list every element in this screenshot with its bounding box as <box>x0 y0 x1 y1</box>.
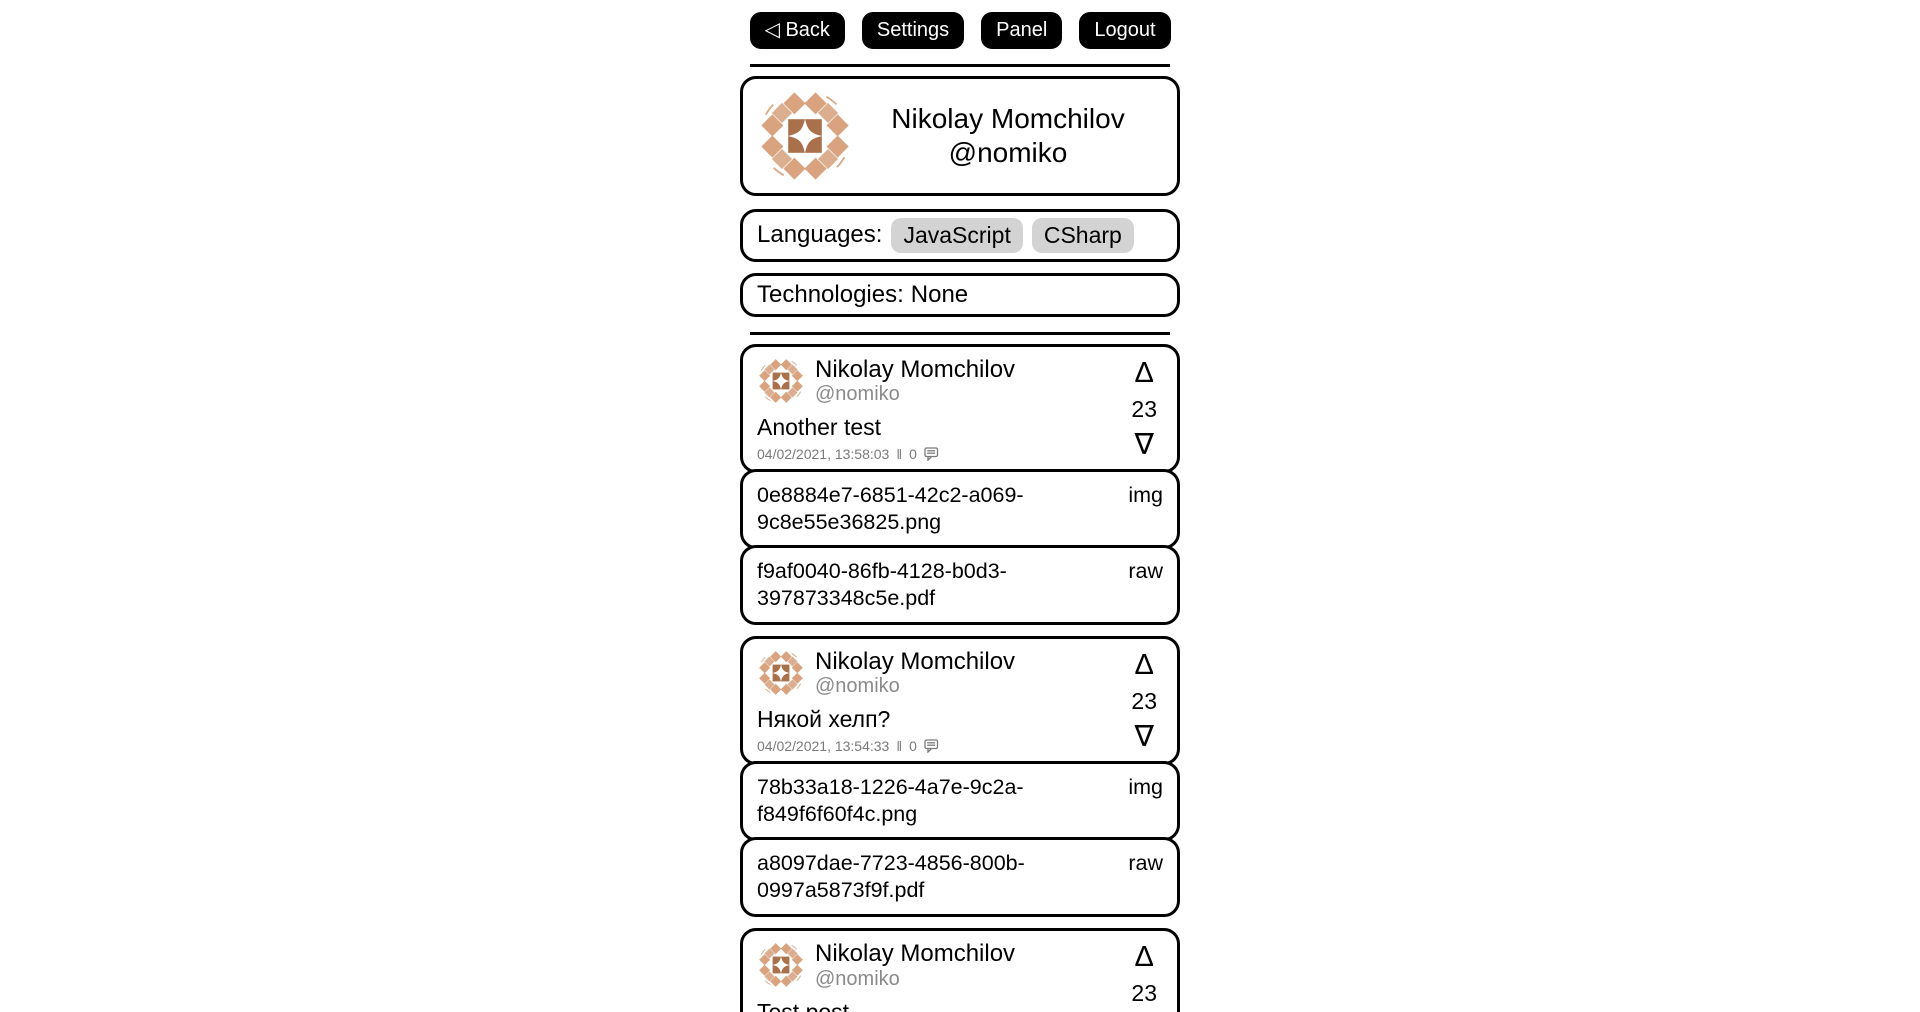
attachment-type-label: img <box>1128 483 1163 508</box>
vote-widget: Δ 23 ∇ <box>1131 940 1157 1012</box>
technologies-label: Technologies: <box>757 280 904 308</box>
attachment-row[interactable]: 78b33a18-1226-4a7e-9c2a-f849f6f60f4c.png… <box>740 761 1180 842</box>
post-title[interactable]: Някой хелп? <box>757 706 891 733</box>
language-badge: CSharp <box>1031 218 1134 253</box>
attachment-filename: f9af0040-86fb-4128-b0d3-397873348c5e.pdf <box>757 559 1007 610</box>
post-meta: 04/02/2021, 13:58:03 ‖ 0 <box>757 446 1163 462</box>
attachment-type-label: img <box>1128 775 1163 800</box>
post-author-name: Nikolay Momchilov <box>815 355 1016 383</box>
post-author-name: Nikolay Momchilov <box>815 939 1016 967</box>
upvote-button[interactable]: Δ <box>1134 356 1154 389</box>
vote-count: 23 <box>1131 395 1157 422</box>
attachment-row[interactable]: a8097dae-7723-4856-800b-0997a5873f9f.pdf… <box>740 837 1180 917</box>
post-author-avatar-icon <box>757 357 805 405</box>
post-author-handle: @nomiko <box>815 675 900 698</box>
meta-separator: ‖ <box>896 446 903 463</box>
attachment-filename: 0e8884e7-6851-42c2-a069-9c8e55e36825.png <box>757 483 1024 535</box>
top-nav: ◁ Back Settings Panel Logout <box>740 12 1180 49</box>
post-meta: 04/02/2021, 13:54:33 ‖ 0 <box>757 738 1163 754</box>
vote-count: 23 <box>1131 687 1157 714</box>
profile-handle: @nomiko <box>948 137 1068 168</box>
profile-page: ◁ Back Settings Panel Logout Nikolay Mom <box>740 0 1180 1012</box>
post-header: Nikolay Momchilov @nomiko Test post 04/0… <box>740 927 1180 1012</box>
languages-label: Languages: <box>757 221 883 249</box>
comment-count: 0 <box>909 446 917 463</box>
vote-count: 23 <box>1131 979 1157 1006</box>
post-author-avatar-icon <box>757 649 805 697</box>
post-author-avatar-icon <box>757 941 805 989</box>
technologies-value: None <box>910 280 969 308</box>
comment-icon <box>924 447 939 462</box>
language-badges: JavaScript CSharp <box>891 218 1134 253</box>
post-card: Nikolay Momchilov @nomiko Някой хелп? 04… <box>740 635 1180 917</box>
attachment-filename: a8097dae-7723-4856-800b-0997a5873f9f.pdf <box>757 851 1025 903</box>
languages-card: Languages: JavaScript CSharp <box>740 209 1180 262</box>
posts-list: Nikolay Momchilov @nomiko Another test 0… <box>740 343 1180 1012</box>
nav-button-settings[interactable]: Settings <box>861 12 965 49</box>
post-header: Nikolay Momchilov @nomiko Някой хелп? 04… <box>740 635 1180 766</box>
post-header: Nikolay Momchilov @nomiko Another test 0… <box>740 343 1180 474</box>
downvote-button[interactable]: ∇ <box>1134 428 1154 461</box>
divider-posts <box>750 331 1170 335</box>
upvote-button[interactable]: Δ <box>1134 648 1154 681</box>
meta-separator: ‖ <box>896 738 903 755</box>
post-author-handle: @nomiko <box>815 967 900 990</box>
post-timestamp: 04/02/2021, 13:58:03 <box>757 446 890 463</box>
profile-card: Nikolay Momchilov @nomiko <box>740 76 1180 196</box>
post-author-handle: @nomiko <box>815 383 900 406</box>
post-title[interactable]: Test post <box>757 998 850 1012</box>
profile-name: Nikolay Momchilov <box>891 102 1125 134</box>
comment-icon <box>924 739 939 754</box>
divider-top <box>750 64 1170 67</box>
upvote-button[interactable]: Δ <box>1134 940 1154 973</box>
vote-widget: Δ 23 ∇ <box>1131 356 1157 461</box>
profile-names: Nikolay Momchilov @nomiko <box>853 102 1163 170</box>
language-badge: JavaScript <box>891 218 1023 253</box>
attachment-filename: 78b33a18-1226-4a7e-9c2a-f849f6f60f4c.png <box>757 775 1024 827</box>
comment-count: 0 <box>909 738 917 755</box>
attachment-type-label: raw <box>1128 851 1163 876</box>
user-avatar-icon <box>757 88 853 184</box>
attachment-row[interactable]: f9af0040-86fb-4128-b0d3-397873348c5e.pdf… <box>740 545 1180 625</box>
technologies-card: Technologies: None <box>740 272 1180 317</box>
vote-widget: Δ 23 ∇ <box>1131 648 1157 753</box>
attachment-row[interactable]: 0e8884e7-6851-42c2-a069-9c8e55e36825.png… <box>740 469 1180 550</box>
nav-button-panel[interactable]: Panel <box>981 12 1063 49</box>
post-card: Nikolay Momchilov @nomiko Another test 0… <box>740 343 1180 625</box>
attachment-type-label: raw <box>1128 559 1163 584</box>
post-author-name: Nikolay Momchilov <box>815 647 1016 675</box>
post-title[interactable]: Another test <box>757 414 882 441</box>
nav-button-back[interactable]: ◁ Back <box>749 12 845 49</box>
nav-button-logout[interactable]: Logout <box>1079 12 1171 49</box>
post-card: Nikolay Momchilov @nomiko Test post 04/0… <box>740 927 1180 1012</box>
post-timestamp: 04/02/2021, 13:54:33 <box>757 738 890 755</box>
downvote-button[interactable]: ∇ <box>1134 720 1154 753</box>
